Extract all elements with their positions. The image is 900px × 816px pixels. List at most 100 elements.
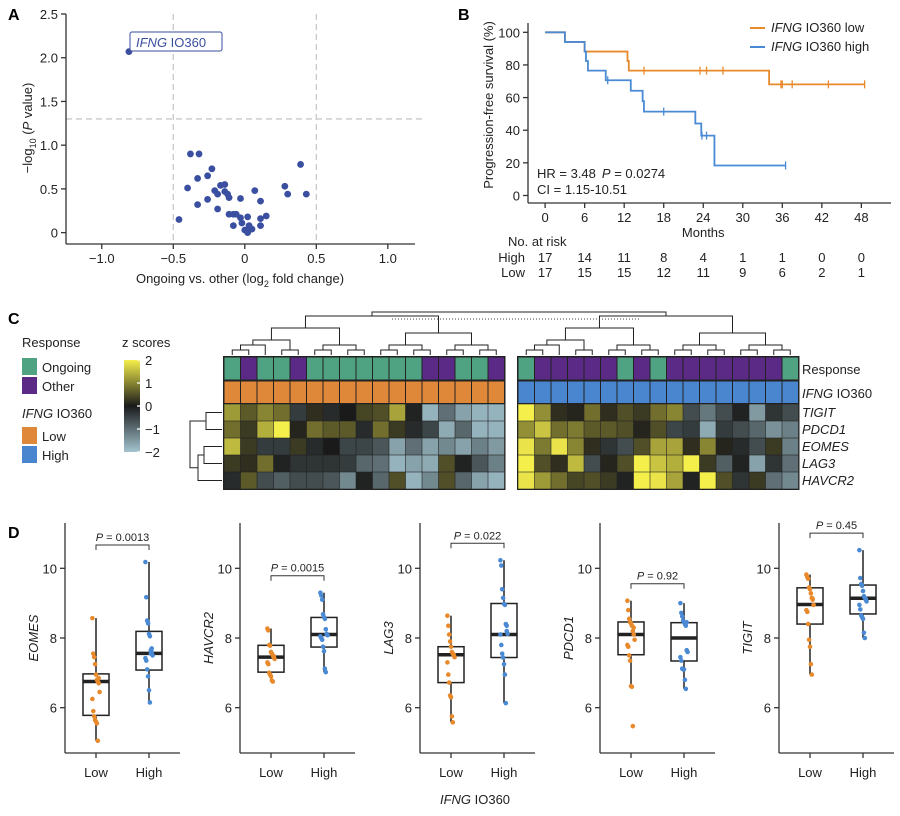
data-point (184, 184, 191, 192)
response-cell (535, 357, 551, 380)
hr-text: HR = 3.48 (537, 166, 596, 181)
panel-label-a: A (8, 7, 20, 24)
data-point (320, 644, 326, 650)
ylabel-italic: P (20, 121, 35, 130)
heatmap-cell (339, 472, 356, 489)
y-axis-label: EOMES (26, 614, 41, 661)
risk-value: 2 (818, 265, 825, 280)
data-point (257, 222, 264, 230)
data-point (446, 632, 452, 637)
data-point (448, 644, 454, 650)
data-point (204, 172, 212, 180)
p-italic: P (96, 532, 104, 544)
data-point (297, 161, 304, 168)
y-tick-label: 0 (51, 226, 58, 241)
data-point (195, 150, 203, 158)
data-point (684, 620, 689, 625)
data-point (683, 623, 689, 629)
heatmap-cell (356, 455, 373, 472)
ifng-cell (373, 381, 389, 404)
data-point (237, 214, 244, 222)
heatmap-cell (323, 404, 340, 421)
data-point (626, 616, 632, 622)
data-point (626, 653, 632, 658)
response-cell (733, 357, 749, 380)
heatmap-cell (551, 455, 568, 472)
data-point (678, 600, 683, 606)
legend-swatch (22, 427, 37, 444)
risk-value: 11 (617, 250, 631, 265)
risk-value: 1 (858, 265, 865, 280)
heatmap-cell (518, 455, 535, 472)
column-dendrogram-branch (347, 349, 365, 355)
row-dendrogram-branch (205, 412, 222, 430)
column-dendrogram-branch (405, 332, 472, 345)
heatmap-row-label: HAVCR2 (802, 473, 855, 488)
data-point (149, 646, 154, 651)
annotation-label-response: Response (802, 362, 861, 377)
heatmap-cell (650, 472, 667, 489)
data-point (145, 674, 151, 679)
x-tick-label: 0.5 (307, 251, 325, 266)
heatmap-cell (699, 421, 716, 438)
data-point (682, 677, 688, 683)
data-point (498, 557, 503, 563)
data-point (208, 165, 216, 173)
heatmap-cell (765, 421, 782, 438)
survival-curve-high (545, 31, 786, 167)
heatmap-cell (224, 438, 241, 455)
y-axis-label: PDCD1 (561, 616, 576, 660)
column-dendrogram-branch (699, 332, 766, 345)
data-point (808, 661, 814, 667)
response-cell (782, 357, 798, 380)
heatmap-cell (567, 404, 584, 421)
annotation-label-ifng: IFNG IO360 (802, 386, 872, 401)
p-italic: P (637, 571, 645, 583)
heatmap-cell (405, 404, 422, 421)
p-value: = 0.022 (461, 530, 501, 542)
data-point (145, 621, 151, 626)
heatmap-cell (323, 455, 340, 472)
heatmap-cell (240, 404, 257, 421)
y-axis-label: LAG3 (381, 621, 396, 655)
legend-title-response: Response (22, 335, 81, 350)
legend-gene: IFNG (771, 39, 802, 54)
data-point (808, 591, 814, 596)
heatmap-cell (405, 438, 422, 455)
legend-name: IO360 low (802, 20, 865, 35)
heatmap-cell (732, 455, 749, 472)
data-point (322, 666, 328, 671)
heatmap-cell (732, 472, 749, 489)
heatmap-row-label: TIGIT (802, 405, 836, 420)
data-point (862, 635, 868, 641)
ifng-cell (601, 381, 617, 404)
p-value: = 0.0274 (611, 166, 666, 181)
data-point (449, 714, 455, 719)
ylabel-sub: 10 (28, 138, 38, 148)
heatmap-cell (567, 421, 584, 438)
data-point (194, 175, 201, 182)
heatmap-cell (650, 438, 667, 455)
heatmap-cell (290, 404, 307, 421)
response-cell (601, 357, 617, 380)
y-axis-label: HAVCR2 (201, 611, 216, 664)
heatmap-cell (488, 421, 505, 438)
heatmap-cell (422, 438, 439, 455)
data-point (323, 669, 329, 675)
highlight-label-box (129, 31, 223, 52)
column-dendrogram-branch (608, 349, 626, 355)
heatmap-cell (683, 438, 700, 455)
x-tick-label: 48 (854, 210, 868, 225)
heatmap-cell (683, 421, 700, 438)
risk-value: 12 (656, 265, 670, 280)
risk-value: 17 (538, 250, 552, 265)
data-point (204, 195, 212, 203)
y-tick-label: 2.0 (40, 51, 58, 66)
p-italic: P (816, 520, 824, 532)
response-cell (356, 357, 372, 380)
legend-label: High (42, 448, 69, 463)
heatmap-cell (716, 404, 733, 421)
heatmap-cell (356, 404, 373, 421)
y-tick-label: 10 (218, 561, 232, 576)
heatmap-cell (666, 455, 683, 472)
